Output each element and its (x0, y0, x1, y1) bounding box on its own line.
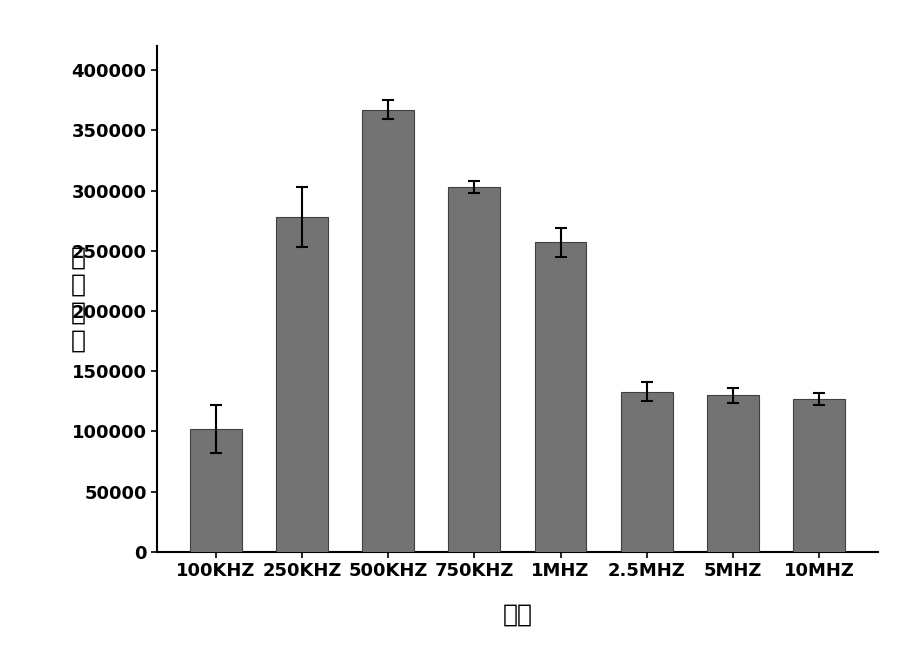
Bar (535, 242, 587, 552)
Bar (707, 396, 759, 552)
Bar (189, 429, 241, 552)
Text: 荺
光
强
度: 荺 光 强 度 (70, 245, 85, 353)
Text: 频率: 频率 (503, 602, 532, 627)
Bar (276, 217, 328, 552)
Bar (362, 110, 414, 552)
Bar (621, 392, 673, 552)
Bar (448, 187, 500, 552)
Bar (794, 399, 845, 552)
